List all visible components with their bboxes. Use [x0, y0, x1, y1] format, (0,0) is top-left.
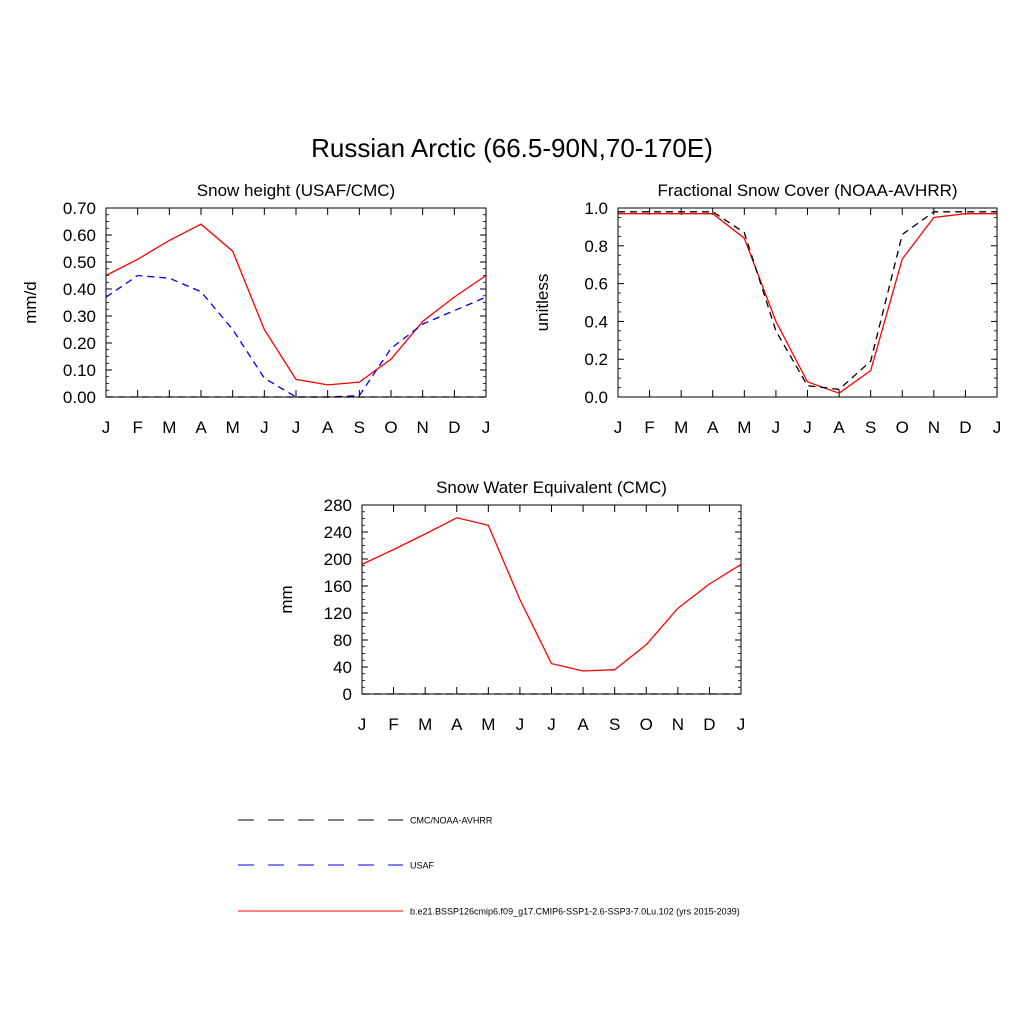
- x-tick-label: A: [707, 418, 719, 437]
- y-tick-label: 200: [324, 550, 352, 569]
- x-tick-label: J: [102, 418, 111, 437]
- y-tick-label: 0.10: [63, 361, 96, 380]
- y-axis-label: mm: [277, 585, 296, 613]
- y-axis-label: unitless: [533, 274, 552, 332]
- x-tick-label: A: [833, 418, 845, 437]
- x-tick-label: J: [358, 715, 367, 734]
- y-tick-label: 0.6: [584, 275, 608, 294]
- plot-frame: [617, 207, 998, 398]
- fractional-snow-cover-panel: Fractional Snow Cover (NOAA-AVHRR) unitle…: [533, 181, 1001, 437]
- legend-label: USAF: [410, 861, 435, 871]
- x-tick-label: N: [417, 418, 429, 437]
- x-tick-label: F: [388, 715, 398, 734]
- series-line-model: [105, 223, 487, 386]
- y-tick-label: 0.20: [63, 334, 96, 353]
- legend: CMC/NOAA-AVHRR USAF b.e21.BSSP126cmip6.f09…: [238, 816, 740, 917]
- snow-height-panel: Snow height (USAF/CMC) mm/d 0.00 0.10 0.20 0.…: [21, 181, 490, 437]
- x-tick-label: J: [260, 418, 269, 437]
- y-tick-label: 240: [324, 523, 352, 542]
- y-tick-label: 0.4: [584, 312, 608, 331]
- panel-title: Fractional Snow Cover (NOAA-AVHRR): [657, 181, 957, 200]
- panel-title: Snow Water Equivalent (CMC): [436, 478, 667, 497]
- x-tick-label: N: [672, 715, 684, 734]
- x-tick-label: J: [993, 418, 1002, 437]
- series-line-cmc: [618, 211, 997, 391]
- x-tick-label: F: [644, 418, 654, 437]
- y-tick-label: 0.2: [584, 350, 608, 369]
- x-tick-label: D: [959, 418, 971, 437]
- x-tick-label: J: [547, 715, 556, 734]
- plot-frame: [361, 504, 742, 695]
- x-tick-label: J: [292, 418, 301, 437]
- y-axis-label: mm/d: [21, 281, 40, 324]
- y-tick-label: 280: [324, 496, 352, 515]
- plot-frame: [105, 207, 487, 398]
- x-tick-label: J: [772, 418, 781, 437]
- y-tick-label: 0.60: [63, 226, 96, 245]
- x-tick-label: O: [896, 418, 909, 437]
- panel-title: Snow height (USAF/CMC): [197, 181, 395, 200]
- x-tick-label: J: [516, 715, 525, 734]
- x-tick-label: A: [195, 418, 207, 437]
- x-tick-label: S: [865, 418, 876, 437]
- x-tick-label: S: [609, 715, 620, 734]
- x-tick-label: J: [737, 715, 746, 734]
- x-tick-label: M: [226, 418, 240, 437]
- legend-label: CMC/NOAA-AVHRR: [410, 816, 493, 826]
- x-tick-label: A: [577, 715, 589, 734]
- x-tick-label: D: [448, 418, 460, 437]
- x-tick-label: D: [703, 715, 715, 734]
- y-tick-label: 0.00: [63, 388, 96, 407]
- x-tick-label: N: [928, 418, 940, 437]
- y-tick-label: 0.70: [63, 199, 96, 218]
- figure-title: Russian Arctic (66.5-90N,70-170E): [311, 133, 713, 163]
- y-tick-label: 40: [333, 658, 352, 677]
- x-tick-label: J: [482, 418, 491, 437]
- y-tick-label: 80: [333, 631, 352, 650]
- x-tick-label: M: [162, 418, 176, 437]
- y-tick-label: 120: [324, 604, 352, 623]
- x-tick-label: O: [640, 715, 653, 734]
- legend-label: b.e21.BSSP126cmip6.f09_g17.CMIP6-SSP1-2.…: [410, 907, 740, 917]
- x-tick-label: J: [614, 418, 623, 437]
- y-tick-label: 0.0: [584, 388, 608, 407]
- y-tick-label: 0.8: [584, 237, 608, 256]
- x-tick-label: M: [737, 418, 751, 437]
- x-tick-label: M: [418, 715, 432, 734]
- y-tick-label: 0.40: [63, 280, 96, 299]
- y-tick-label: 0: [343, 685, 352, 704]
- series-line-usaf: [105, 274, 487, 398]
- x-tick-label: M: [481, 715, 495, 734]
- y-tick-label: 160: [324, 577, 352, 596]
- snow-water-equivalent-panel: Snow Water Equivalent (CMC) mm 0 40 80 120 160…: [277, 478, 745, 734]
- series-line-model: [361, 517, 742, 672]
- x-tick-label: F: [132, 418, 142, 437]
- y-tick-label: 1.0: [584, 199, 608, 218]
- x-tick-label: J: [803, 418, 812, 437]
- series-line-model: [618, 213, 997, 394]
- x-tick-label: O: [384, 418, 397, 437]
- x-tick-label: S: [354, 418, 365, 437]
- y-tick-label: 0.30: [63, 307, 96, 326]
- x-tick-label: A: [451, 715, 463, 734]
- x-tick-label: A: [322, 418, 334, 437]
- x-tick-label: M: [674, 418, 688, 437]
- y-tick-label: 0.50: [63, 253, 96, 272]
